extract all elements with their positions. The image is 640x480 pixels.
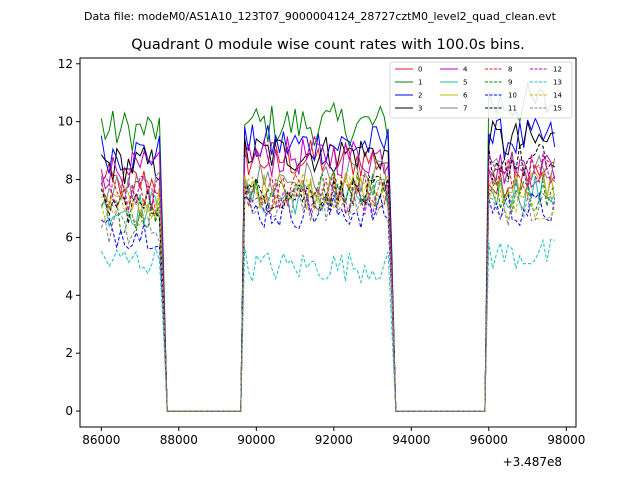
legend-label-1: 1 bbox=[418, 79, 422, 87]
y-tick-label: 10 bbox=[58, 115, 73, 129]
x-tick-label: 96000 bbox=[470, 433, 508, 447]
x-tick-label: 90000 bbox=[237, 433, 275, 447]
x-tick-label: 86000 bbox=[82, 433, 120, 447]
figure-suptitle: Data file: modeM0/AS1A10_123T07_90000041… bbox=[84, 10, 557, 23]
legend-label-6: 6 bbox=[463, 92, 468, 100]
legend-label-14: 14 bbox=[553, 92, 562, 100]
legend-label-5: 5 bbox=[463, 79, 467, 87]
y-tick-label: 6 bbox=[65, 230, 73, 244]
y-tick-label: 0 bbox=[65, 404, 73, 418]
y-tick-label: 4 bbox=[65, 288, 73, 302]
y-tick-label: 2 bbox=[65, 346, 73, 360]
series-line-15 bbox=[100, 185, 556, 412]
legend-label-13: 13 bbox=[553, 79, 562, 87]
x-tick-label: 88000 bbox=[160, 433, 198, 447]
y-tick-label: 8 bbox=[65, 173, 73, 187]
x-tick-label: 94000 bbox=[392, 433, 430, 447]
legend-label-11: 11 bbox=[508, 105, 517, 113]
legend-label-3: 3 bbox=[418, 105, 422, 113]
series-line-1 bbox=[100, 81, 555, 412]
plot-area: 86000 88000 90000 92000 94000 96000 98000 0 2 4 6 8… bbox=[58, 57, 586, 447]
series-line-10 bbox=[100, 191, 556, 412]
legend-box bbox=[389, 61, 573, 119]
legend-label-9: 9 bbox=[508, 79, 512, 87]
legend-label-7: 7 bbox=[463, 105, 467, 113]
series-group bbox=[100, 81, 556, 412]
x-tick-label: 92000 bbox=[315, 433, 353, 447]
legend-label-4: 4 bbox=[463, 66, 468, 74]
legend-label-2: 2 bbox=[418, 92, 422, 100]
legend-label-15: 15 bbox=[553, 105, 562, 113]
legend-label-8: 8 bbox=[508, 66, 512, 74]
x-axis-offset-label: +3.487e8 bbox=[503, 455, 562, 469]
series-line-12 bbox=[100, 153, 556, 412]
legend-label-0: 0 bbox=[418, 66, 422, 74]
legend-label-12: 12 bbox=[553, 66, 562, 74]
x-tick-label: 98000 bbox=[547, 433, 585, 447]
legend-label-10: 10 bbox=[508, 92, 517, 100]
chart-title: Quadrant 0 module wise count rates with … bbox=[131, 37, 525, 53]
y-tick-label: 12 bbox=[58, 57, 73, 71]
axes-frame bbox=[79, 57, 577, 428]
